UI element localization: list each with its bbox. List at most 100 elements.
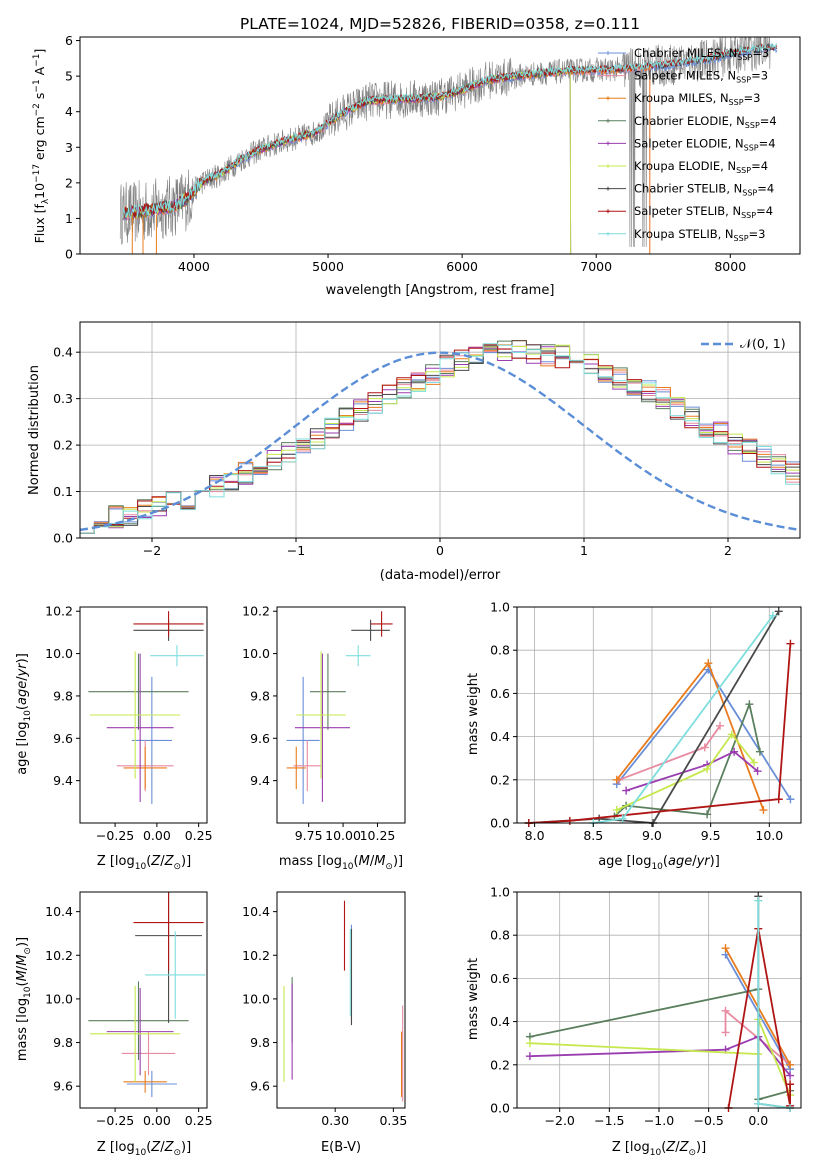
wZ-xlabel: Z [log10(Z/Z⊙)]	[612, 1140, 706, 1158]
normal-distribution-curve	[80, 351, 800, 532]
plot-frame	[276, 891, 406, 1109]
weight-point-salpeter_stelib	[786, 639, 795, 648]
weight-point-chabrier_elodie	[703, 810, 712, 819]
y-tick-label: 9.4	[250, 773, 270, 788]
wAge-ylabel: mass weight	[466, 673, 481, 755]
legend-sub: SSP	[741, 211, 756, 220]
y-tick-label: 0.0	[490, 1101, 510, 1116]
y-tick-label: 10.2	[242, 604, 270, 619]
weight-point-salpeter_stelib	[774, 795, 783, 804]
residuals-xlabel: (data-model)/error	[380, 568, 501, 583]
y-tick-label: 10.0	[242, 991, 270, 1006]
weight-point-chabrier_elodie	[755, 747, 764, 756]
y-tick-label: 10.0	[45, 646, 73, 661]
weight-point-kroupa_miles	[704, 659, 713, 668]
weight-point-salpeter_elodie	[525, 1052, 534, 1061]
weight-line-salpeter_elodie	[529, 1035, 791, 1077]
massZ-xlabel: Z [log10(Z/Z⊙)]	[97, 1140, 191, 1158]
weight-point-chabrier_miles	[786, 795, 795, 804]
weight-point-kroupa_miles	[759, 806, 768, 815]
legend-label-kroupa_stelib: Kroupa STELIB, NSSP=3	[634, 227, 765, 243]
x-tick-label: 9.0	[642, 828, 662, 843]
plot-area	[119, 37, 778, 254]
y-tick-label: 5	[65, 69, 73, 84]
plot-area	[524, 607, 795, 827]
y-tick-label: 9.6	[250, 1079, 270, 1094]
y-tick-label: 9.8	[53, 1035, 73, 1050]
weight-point-kroupa_elodie	[525, 1039, 534, 1048]
legend-nssp: =3	[749, 227, 766, 241]
y-tick-label: 1	[65, 211, 73, 226]
y-tick-label: 0.2	[490, 1057, 510, 1072]
model-spectrum-kroupa_elodie	[122, 67, 572, 254]
weight-point-kroupa_stelib	[768, 611, 777, 620]
x-tick-label: 9.5	[701, 828, 721, 843]
y-tick-label: 10.2	[45, 604, 73, 619]
age-vs-metallicity-plot: −0.25 0.00 0.25 9.4 9.6 9.8 10.0 10.2	[45, 604, 212, 843]
legend-label-gaussian: 𝒩(0, 1)	[740, 336, 786, 351]
weight-point-kroupa_elodie	[612, 806, 621, 815]
legend-sub: SSP	[734, 234, 749, 243]
legend-label-salpeter_stelib: Salpeter STELIB, NSSP=4	[634, 204, 773, 220]
legend-label-kroupa_miles: Kroupa MILES, NSSP=3	[634, 91, 760, 107]
y-tick-label: 10.0	[242, 646, 270, 661]
y-tick-label: 1.0	[490, 885, 510, 900]
legend-sub: SSP	[729, 98, 744, 107]
x-tick-label: 6000	[446, 259, 478, 274]
legend-marker-kroupa_elodie	[606, 164, 610, 168]
weight-line-salpeter_stelib	[528, 643, 792, 824]
x-tick-label: −1	[287, 543, 305, 558]
x-tick-label: −0.25	[96, 1113, 134, 1128]
y-tick-label: 10.4	[45, 904, 73, 919]
weight-point-chabrier_stelib	[774, 607, 783, 616]
y-tick-label: 10.4	[242, 904, 270, 919]
x-tick-label: 7000	[580, 259, 612, 274]
legend-nssp: =4	[756, 204, 773, 218]
plot-area	[283, 900, 404, 1102]
legend-nssp: =3	[751, 69, 768, 83]
x-tick-label: 0.25	[185, 1113, 213, 1128]
mass-vs-metallicity-plot: −0.25 0.00 0.25 9.6 9.8 10.0 10.2 10.4	[45, 891, 213, 1128]
y-tick-label: 0.4	[490, 729, 510, 744]
legend-label-chabrier_elodie: Chabrier ELODIE, NSSP=4	[634, 114, 777, 130]
legend-label-salpeter_miles: Salpeter MILES, NSSP=3	[634, 69, 768, 85]
weight-point-kroupa_miles	[612, 775, 621, 784]
y-tick-label: 0.2	[490, 772, 510, 787]
y-tick-label: 9.6	[53, 731, 73, 746]
x-tick-label: 8.5	[583, 828, 603, 843]
legend-sub: SSP	[742, 189, 757, 198]
model-spectrum-salpeter_elodie	[122, 67, 572, 254]
massZ-ylabel: mass [log10(M/M⊙)]	[15, 937, 33, 1061]
spectrum-legend: Chabrier MILES, NSSP=3 Salpeter MILES, NS…	[598, 46, 777, 243]
x-tick-label: −0.25	[96, 828, 134, 843]
y-tick-label: 0.4	[490, 1014, 510, 1029]
y-tick-label: 0.4	[53, 345, 73, 360]
x-tick-label: −2	[143, 543, 161, 558]
weight-point-salpeter_stelib	[565, 816, 574, 825]
weight-point-kroupa_stelib	[618, 814, 627, 823]
spectrum-ylabel: Flux [fλ10−17 erg cm−2 s−1 A−1]	[32, 49, 51, 244]
weight-point-kroupa_stelib	[754, 896, 763, 905]
weight-line-chabrier_stelib	[528, 610, 780, 824]
y-tick-label: 0	[65, 247, 73, 262]
legend-sub: SSP	[744, 143, 759, 152]
plot-area	[525, 892, 795, 1112]
weight-point-salpeter_elodie	[786, 1071, 795, 1080]
mass-vs-extinction-plot: 0.30 0.35 9.6 9.8 10.0 10.2 10.4	[242, 891, 407, 1128]
x-tick-label: −1.5	[594, 1113, 624, 1128]
y-tick-label: 0.0	[490, 816, 510, 831]
legend-nssp: =4	[759, 136, 776, 150]
residuals-ylabel: Normed distribution	[27, 365, 42, 495]
x-tick-label: 0.00	[143, 1113, 171, 1128]
legend-nssp: =4	[760, 114, 777, 128]
y-tick-label: 9.6	[250, 731, 270, 746]
spectrum-plot: 4000 5000 6000 7000 8000 0 1 2 3 4 5 6 Chabrier MILE…	[65, 33, 801, 274]
figure-title: PLATE=1024, MJD=52826, FIBERID=0358, z=0…	[240, 15, 640, 33]
legend-sub: SSP	[736, 166, 751, 175]
weight-point-salpeter_elodie	[622, 786, 631, 795]
x-tick-label: −0.5	[693, 1113, 723, 1128]
plot-frame	[79, 36, 801, 255]
weight-point-chabrier_elodie	[745, 700, 754, 709]
weight-point-kroupa_elodie	[703, 765, 712, 773]
